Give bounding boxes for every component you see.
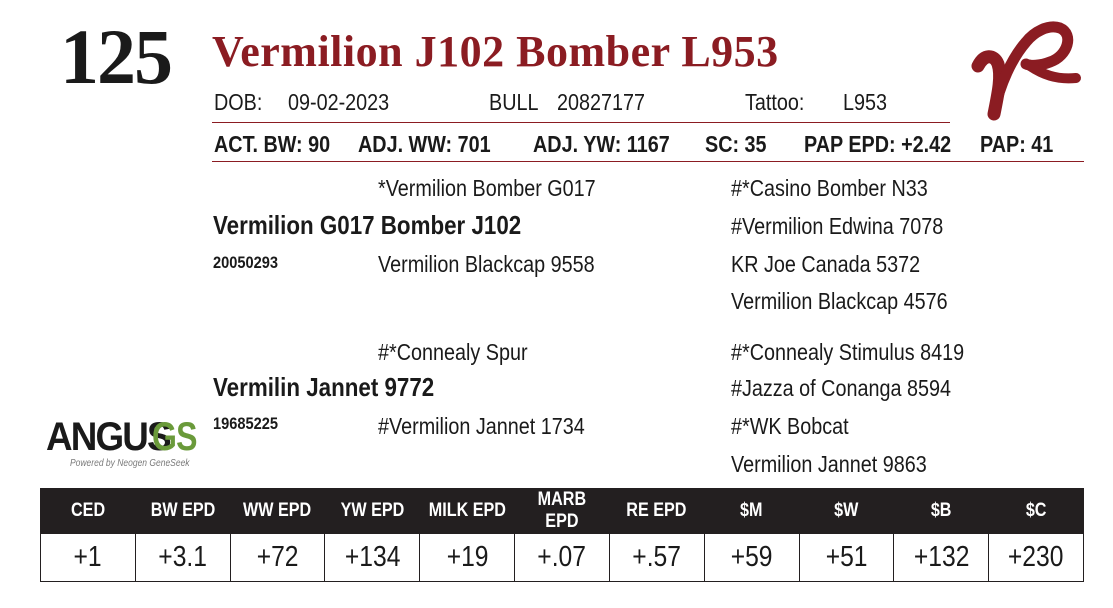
dam-name: Vermilin Jannet 9772 — [213, 372, 435, 402]
scrotal-circumference: SC: 35 — [705, 131, 767, 157]
sire-sire: *Vermilion Bomber G017 — [378, 175, 596, 201]
pap-epd: PAP EPD: +2.42 — [804, 131, 952, 157]
dob-label: DOB: — [214, 89, 263, 115]
sire-dam: Vermilion Blackcap 9558 — [378, 251, 595, 277]
dob-value: 09-02-2023 — [288, 89, 390, 115]
dam-dam-sire: #*WK Bobcat — [731, 413, 849, 439]
epd-header-yw: YW EPD — [324, 488, 421, 534]
dam-sire-sire: #*Connealy Stimulus 8419 — [731, 339, 965, 365]
lot-number: 125 — [60, 13, 173, 100]
epd-header-ww: WW EPD — [229, 488, 326, 534]
pap-score: PAP: 41 — [980, 131, 1054, 157]
animal-name: Vermilion J102 Bomber L953 — [212, 27, 779, 76]
epd-header-milk: MILK EPD — [419, 488, 516, 534]
epd-header-re: RE EPD — [608, 488, 705, 534]
epd-header-m: $M — [703, 488, 800, 534]
epd-header-bw: BW EPD — [134, 488, 231, 534]
angus-logo-word: ANGUS — [46, 415, 172, 459]
sire-sire-dam: #Vermilion Edwina 7078 — [731, 213, 944, 239]
info-divider — [212, 122, 950, 123]
epd-header-c: $C — [988, 488, 1084, 534]
sex-label: BULL — [489, 89, 539, 115]
epd-value-re: +.57 — [608, 533, 705, 582]
angus-logo-gs: GS — [152, 415, 197, 459]
epd-value-yw: +134 — [324, 533, 421, 582]
dam-dam-dam: Vermilion Jannet 9863 — [731, 451, 927, 477]
epd-value-c: +230 — [988, 533, 1084, 582]
epd-value-bw: +3.1 — [134, 533, 231, 582]
adjusted-weaning-weight: ADJ. WW: 701 — [358, 131, 491, 157]
tattoo-label: Tattoo: — [745, 89, 805, 115]
stats-divider — [212, 161, 1084, 162]
dam-dam: #Vermilion Jannet 1734 — [378, 413, 585, 439]
epd-value-ced: +1 — [40, 533, 136, 582]
angus-logo-tagline: Powered by Neogen GeneSeek — [70, 458, 190, 469]
epd-value-marb: +.07 — [514, 533, 610, 582]
dam-sire: #*Connealy Spur — [378, 339, 528, 365]
registration-number: 20827177 — [557, 89, 646, 115]
dam-registration: 19685225 — [213, 414, 279, 433]
adjusted-yearling-weight: ADJ. YW: 1167 — [533, 131, 670, 157]
sire-dam-dam: Vermilion Blackcap 4576 — [731, 288, 948, 314]
epd-header-marb: MARB EPD — [514, 488, 610, 534]
angus-gs-logo: ANGUS GS Powered by Neogen GeneSeek — [46, 414, 197, 478]
vr-brand-logo-icon — [968, 14, 1084, 126]
epd-value-m: +59 — [703, 533, 800, 582]
epd-value-w: +51 — [798, 533, 895, 582]
epd-value-row: +1 +3.1 +72 +134 +19 +.07 +.57 +59 +51 +… — [40, 533, 1084, 582]
epd-value-b: +132 — [893, 533, 990, 582]
dam-sire-dam: #Jazza of Conanga 8594 — [731, 375, 951, 401]
sire-sire-sire: #*Casino Bomber N33 — [731, 175, 928, 201]
actual-birth-weight: ACT. BW: 90 — [214, 131, 331, 157]
epd-header-row: CED BW EPD WW EPD YW EPD MILK EPD MARB E… — [40, 488, 1084, 534]
epd-value-ww: +72 — [229, 533, 326, 582]
tattoo-value: L953 — [843, 89, 888, 115]
epd-header-w: $W — [798, 488, 895, 534]
sire-registration: 20050293 — [213, 253, 279, 272]
sire-dam-sire: KR Joe Canada 5372 — [731, 251, 921, 277]
epd-value-milk: +19 — [419, 533, 516, 582]
epd-header-b: $B — [893, 488, 990, 534]
epd-table: CED BW EPD WW EPD YW EPD MILK EPD MARB E… — [40, 488, 1084, 582]
epd-header-ced: CED — [40, 488, 136, 534]
sire-name: Vermilion G017 Bomber J102 — [213, 210, 522, 240]
